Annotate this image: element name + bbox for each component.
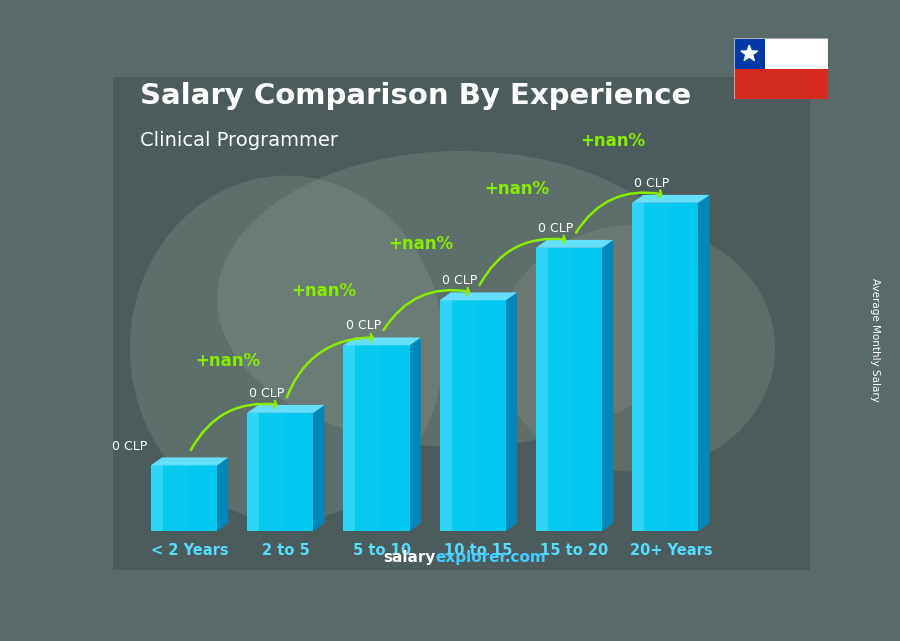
Polygon shape	[151, 458, 229, 465]
Polygon shape	[344, 345, 356, 531]
Text: explorer.com: explorer.com	[436, 549, 546, 565]
Polygon shape	[632, 195, 709, 203]
Polygon shape	[344, 345, 410, 531]
Polygon shape	[356, 345, 380, 531]
Polygon shape	[536, 248, 602, 531]
Polygon shape	[644, 203, 669, 531]
Polygon shape	[248, 413, 313, 531]
Text: 0 CLP: 0 CLP	[346, 319, 381, 333]
Polygon shape	[452, 301, 476, 531]
Text: +nan%: +nan%	[484, 180, 549, 198]
Polygon shape	[410, 337, 421, 531]
Text: 0 CLP: 0 CLP	[442, 274, 477, 287]
Polygon shape	[259, 413, 284, 531]
Text: < 2 Years: < 2 Years	[151, 544, 229, 558]
Text: Clinical Programmer: Clinical Programmer	[140, 131, 338, 150]
Polygon shape	[313, 405, 325, 531]
Polygon shape	[151, 465, 217, 531]
Polygon shape	[163, 465, 187, 531]
Ellipse shape	[217, 151, 706, 447]
Text: 20+ Years: 20+ Years	[629, 544, 712, 558]
Polygon shape	[217, 458, 229, 531]
Text: 5 to 10: 5 to 10	[353, 544, 411, 558]
Text: 0 CLP: 0 CLP	[634, 177, 670, 190]
Text: Average Monthly Salary: Average Monthly Salary	[869, 278, 880, 402]
Text: 0 CLP: 0 CLP	[249, 387, 284, 400]
Polygon shape	[741, 45, 758, 61]
Text: Salary Comparison By Experience: Salary Comparison By Experience	[140, 82, 691, 110]
Ellipse shape	[496, 225, 775, 472]
Text: +nan%: +nan%	[195, 353, 260, 370]
Polygon shape	[632, 203, 644, 531]
Bar	[734, 38, 828, 69]
Polygon shape	[248, 413, 259, 531]
Text: salary: salary	[383, 549, 436, 565]
Text: 15 to 20: 15 to 20	[541, 544, 608, 558]
Text: 2 to 5: 2 to 5	[262, 544, 310, 558]
Polygon shape	[439, 292, 518, 301]
Text: +nan%: +nan%	[388, 235, 453, 253]
Bar	[734, 69, 828, 99]
Polygon shape	[439, 301, 506, 531]
Text: 10 to 15: 10 to 15	[445, 544, 512, 558]
Polygon shape	[439, 301, 452, 531]
Polygon shape	[536, 240, 613, 248]
Polygon shape	[248, 405, 325, 413]
Polygon shape	[506, 292, 518, 531]
Polygon shape	[698, 195, 709, 531]
Polygon shape	[602, 240, 613, 531]
Polygon shape	[344, 337, 421, 345]
Text: +nan%: +nan%	[580, 133, 645, 151]
Polygon shape	[632, 203, 698, 531]
Ellipse shape	[130, 176, 444, 521]
Polygon shape	[548, 248, 572, 531]
Text: +nan%: +nan%	[292, 283, 356, 301]
Polygon shape	[151, 465, 163, 531]
Bar	[734, 38, 765, 69]
Text: 0 CLP: 0 CLP	[538, 222, 573, 235]
Text: 0 CLP: 0 CLP	[112, 440, 148, 453]
Polygon shape	[536, 248, 548, 531]
